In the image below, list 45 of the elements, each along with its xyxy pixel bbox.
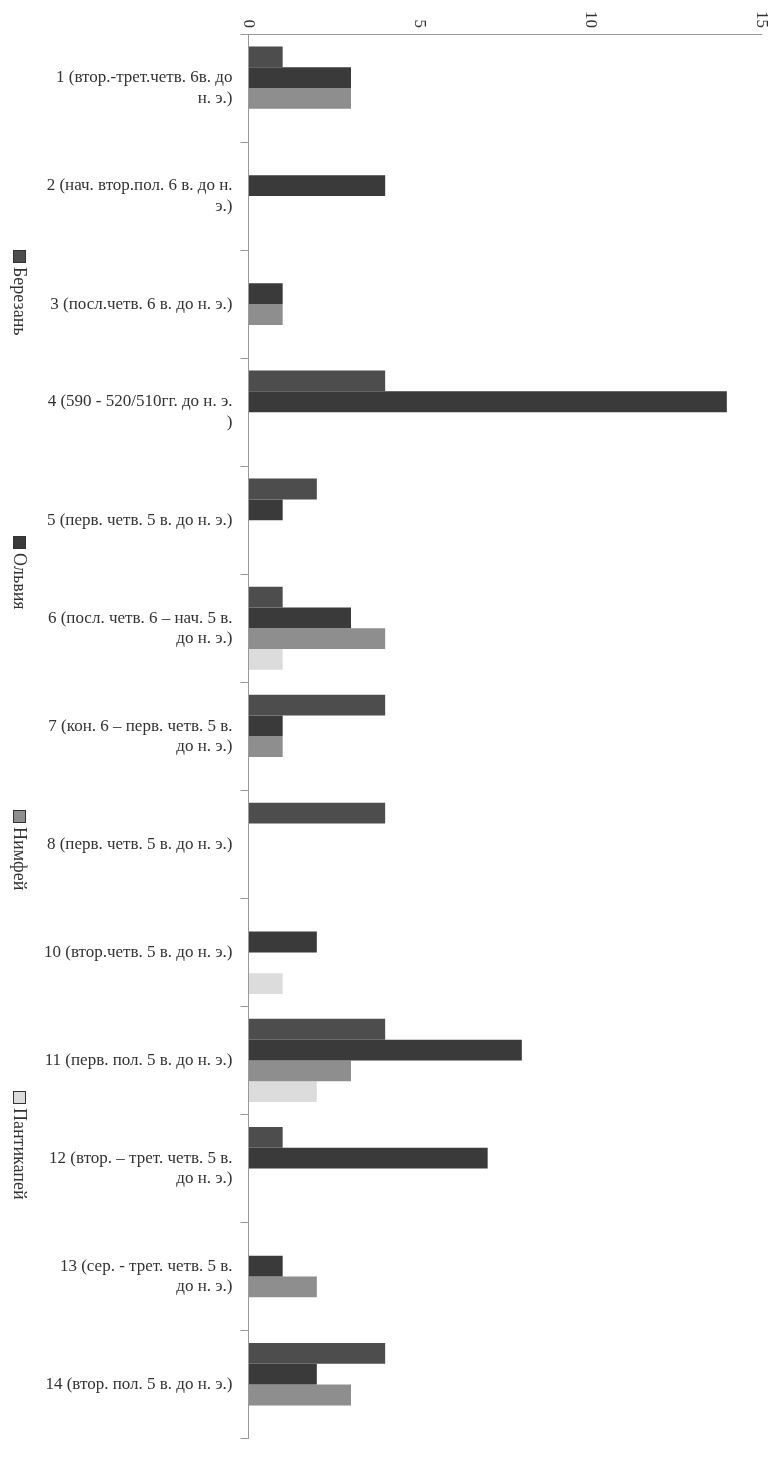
bar [249,1126,283,1148]
y-tick-label: 6 (посл. четв. 6 – нач. 5 в. до н. э.) [47,607,233,647]
bar [249,649,283,670]
bar [249,1081,317,1103]
y-tick-label: 1 (втор.-трет.четв. 6в. до н. э.) [56,67,233,107]
legend-label: Березань [8,267,30,336]
y-tick-label: 10 (втор.четв. 5 в. до н. э.) [43,941,233,961]
legend-label: Ольвия [8,553,30,610]
bar [249,46,283,68]
bar [249,175,386,197]
bar [249,694,386,716]
y-tick-label: 11 (перв. пол. 5 в. до н. э.) [44,1049,233,1069]
x-tick-label: 15 [752,11,772,28]
y-tick-label: 12 (втор. – трет. четв. 5 в. до н. э.) [49,1147,233,1188]
bar [249,931,317,953]
bar [249,715,283,737]
y-tick-label: 7 (кон. 6 – перв. четв. 5 в. до н. э.) [48,715,233,755]
y-tick-label: 3 (посл.четв. 6 в. до н. э.) [50,293,233,313]
bar [249,973,283,994]
bar [249,586,283,608]
y-tick-label: 4 (590 - 520/510гг. до н. э. ) [47,391,233,431]
y-tick-label: 14 (втор. пол. 5 в. до н. э.) [45,1374,233,1394]
y-tick-label: 13 (сер. - трет. четв. 5 в. до н. э.) [59,1255,233,1296]
bar [249,1342,386,1364]
bar [249,1039,522,1061]
bar [249,67,351,89]
bar [249,499,283,521]
legend-label: Пантикапей [8,1108,30,1200]
bar [249,478,317,500]
bar [249,607,351,629]
bar [249,1018,386,1040]
bar [249,1255,283,1277]
bar [249,802,386,824]
y-tick-label: 5 (перв. четв. 5 в. до н. э.) [46,509,233,529]
x-tick-label: 10 [581,11,601,28]
bar [249,283,283,305]
x-tick-label: 0 [240,19,260,28]
bar [249,1147,488,1169]
y-tick-label: 8 (перв. четв. 5 в. до н. э.) [46,833,233,853]
bar [249,370,386,392]
bar [249,1363,317,1385]
y-tick-label: 2 (нач. втор.пол. 6 в. до н. э.) [46,175,233,215]
bar [249,391,727,413]
x-tick-label: 5 [410,19,430,28]
legend-label: Нимфей [8,827,30,891]
